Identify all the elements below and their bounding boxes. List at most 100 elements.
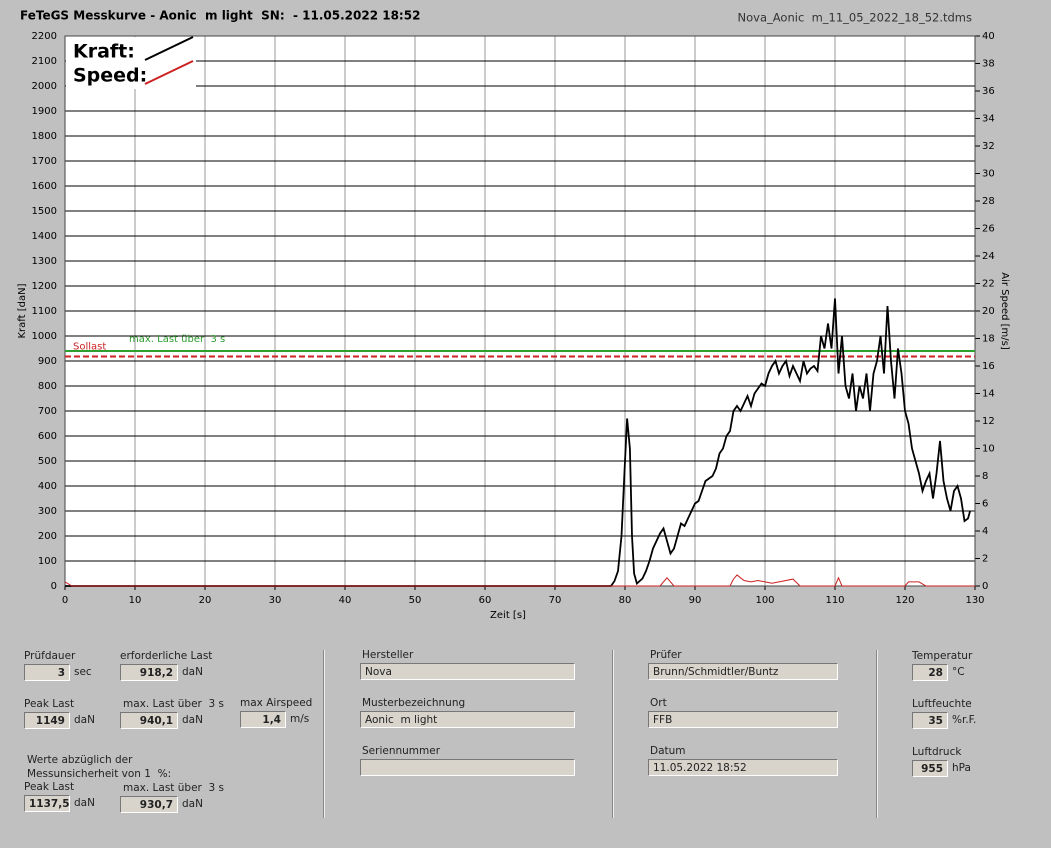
field-label: Hersteller [362, 649, 414, 661]
series-line [65, 298, 971, 587]
y2-tick-label: 0 [982, 581, 988, 592]
x-tick-label: 70 [549, 595, 562, 606]
y-tick-label: 1700 [32, 156, 57, 167]
y-axis-label: Kraft [daN] [17, 283, 28, 338]
field-unit: sec [74, 666, 92, 678]
field-value: FFB [648, 711, 838, 728]
y-tick-label: 1800 [32, 131, 57, 142]
y-tick-label: 2000 [32, 81, 57, 92]
y-tick-label: 0 [51, 581, 57, 592]
legend-label: Speed: [73, 65, 147, 87]
field-unit: daN [182, 714, 203, 726]
legend-swatch [144, 36, 194, 61]
y2-axis-label: Air Speed [m/s] [999, 272, 1010, 350]
y2-tick-label: 16 [982, 361, 995, 372]
field-label: Seriennummer [362, 745, 441, 757]
y-tick-label: 700 [38, 406, 57, 417]
field-unit: m/s [290, 713, 310, 725]
legend-label: Kraft: [73, 41, 135, 63]
y-tick-label: 1100 [32, 306, 57, 317]
x-tick-label: 100 [755, 595, 774, 606]
field-value: 28 [912, 664, 948, 681]
field-value: 1,4 [240, 711, 286, 728]
x-tick-label: 20 [199, 595, 212, 606]
y-tick-label: 600 [38, 431, 57, 442]
field-value: 1137,5 [24, 795, 70, 812]
y2-tick-label: 26 [982, 224, 995, 235]
field-unit: daN [74, 714, 95, 726]
y-tick-label: 1600 [32, 181, 57, 192]
y2-tick-label: 36 [982, 86, 995, 97]
x-tick-label: 60 [479, 595, 492, 606]
field-value: 35 [912, 712, 948, 729]
y2-tick-label: 20 [982, 306, 995, 317]
y2-tick-label: 4 [982, 526, 988, 537]
y-tick-label: 100 [38, 556, 57, 567]
y-tick-label: 2200 [32, 31, 57, 42]
x-tick-label: 80 [619, 595, 632, 606]
y2-tick-label: 32 [982, 141, 995, 152]
y2-tick-label: 22 [982, 279, 995, 290]
file-name: Nova_Aonic m_11_05_2022_18_52.tdms [738, 11, 972, 25]
y-tick-label: 300 [38, 506, 57, 517]
field-value: Nova [360, 663, 575, 680]
field-value: 940,1 [120, 712, 178, 729]
x-tick-label: 10 [129, 595, 142, 606]
field-label: Peak Last [24, 698, 75, 710]
x-tick-label: 130 [965, 595, 984, 606]
y-tick-label: 1900 [32, 106, 57, 117]
separator [323, 650, 325, 818]
reference-label: max. Last über 3 s [129, 334, 225, 345]
note: Werte abzüglich der [27, 754, 133, 766]
series-line [64, 574, 975, 587]
field-label: max Airspeed [240, 697, 313, 709]
note: Messunsicherheit von 1 %: [27, 768, 172, 780]
field-label: Peak Last [24, 781, 75, 793]
y-tick-label: 400 [38, 481, 57, 492]
field-label: Prüfer [650, 649, 682, 661]
y2-tick-label: 6 [982, 499, 988, 510]
field-label: Temperatur [912, 650, 973, 662]
y-tick-label: 1500 [32, 206, 57, 217]
y-tick-label: 1200 [32, 281, 57, 292]
y2-tick-label: 18 [982, 334, 995, 345]
field-value: Brunn/Schmidtler/Buntz [648, 663, 838, 680]
y2-tick-label: 38 [982, 59, 995, 70]
field-value: 11.05.2022 18:52 [648, 759, 838, 776]
title: FeTeGS Messkurve - Aonic m light SN: - 1… [20, 9, 420, 23]
x-tick-label: 30 [269, 595, 282, 606]
field-unit: hPa [952, 762, 971, 774]
y2-tick-label: 10 [982, 444, 995, 455]
y-tick-label: 1300 [32, 256, 57, 267]
y-tick-label: 200 [38, 531, 57, 542]
field-unit: daN [74, 797, 95, 809]
field-value: 918,2 [120, 664, 178, 681]
y-tick-label: 800 [38, 381, 57, 392]
y-tick-label: 500 [38, 456, 57, 467]
field-label: Musterbezeichnung [362, 697, 466, 709]
y-tick-label: 1400 [32, 231, 57, 242]
x-tick-label: 0 [62, 595, 68, 606]
field-value: 3 [24, 664, 70, 681]
x-tick-label: 90 [689, 595, 702, 606]
y-tick-label: 900 [38, 356, 57, 367]
field-unit: daN [182, 666, 203, 678]
x-tick-label: 50 [409, 595, 422, 606]
field-unit: daN [182, 798, 203, 810]
field-label: Luftfeuchte [912, 698, 972, 710]
field-label: max. Last über 3 s [123, 782, 225, 794]
field-value: 1149 [24, 712, 70, 729]
y2-tick-label: 12 [982, 416, 995, 427]
y2-tick-label: 14 [982, 389, 995, 400]
y2-tick-label: 40 [982, 31, 995, 42]
field-value: 930,7 [120, 796, 178, 813]
field-value [360, 759, 575, 776]
field-value: Aonic m light [360, 711, 575, 728]
y2-tick-label: 30 [982, 169, 995, 180]
y2-tick-label: 8 [982, 471, 988, 482]
y2-tick-label: 28 [982, 196, 995, 207]
x-tick-label: 120 [895, 595, 914, 606]
field-label: max. Last über 3 s [123, 698, 225, 710]
